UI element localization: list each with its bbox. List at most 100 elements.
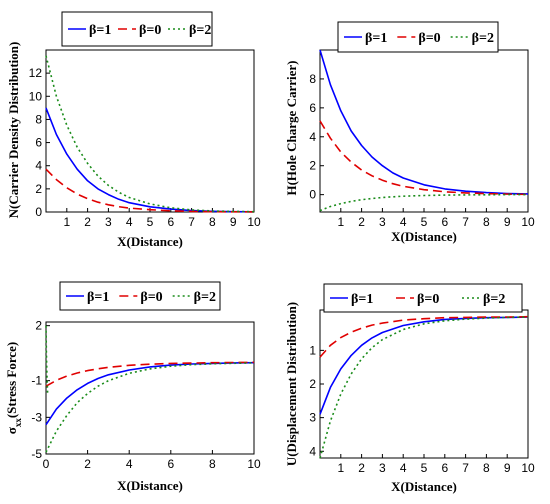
x-tick-label: 0 [43,457,50,471]
series-line [45,107,255,213]
y-tick-label: 2 [35,182,42,196]
y-tick-label: 8 [309,72,316,86]
legend-label: β=0 [417,292,439,307]
series-line [319,193,528,212]
y-axis-label: H(Hole Charge Carrier) [284,60,299,195]
x-axis-label: X(Distance) [391,229,457,244]
legend-label: β=1 [87,290,109,305]
legend-label: β=0 [418,31,440,46]
series-line [45,361,255,387]
x-tick-label: 8 [209,457,216,471]
x-tick-label: 6 [167,215,174,229]
legend-label: β=2 [189,23,211,38]
plot-frame [45,321,255,455]
y-tick-label: 12 [29,66,43,80]
y-tick-label: 4 [309,130,316,144]
x-tick-label: 4 [400,215,407,229]
x-tick-label: 1 [63,215,70,229]
x-axis-label: X(Distance) [117,478,183,493]
y-tick-label: 4 [309,444,316,458]
legend-label: β=0 [140,290,162,305]
legend-box [323,283,523,313]
y-tick-label: -5 [31,447,42,461]
x-tick-label: 6 [167,457,174,471]
legend-label: β=2 [194,290,216,305]
series-line [45,55,255,213]
series-line [319,316,529,415]
y-tick-label: 1 [309,343,316,357]
y-tick-label: 4 [35,159,42,173]
legend-label: β=2 [472,31,494,46]
x-tick-label: 2 [84,215,91,229]
x-tick-label: 5 [147,215,154,229]
x-tick-label: 3 [105,215,112,229]
x-tick-label: 8 [483,461,490,475]
y-tick-label: 6 [35,136,42,150]
y-tick-label: 10 [29,89,43,103]
x-tick-label: 9 [504,215,511,229]
y-axis-label-text: (Stress Force) [4,342,19,418]
y-tick-label: 8 [35,112,42,126]
legend: β=1 β=0 β=2 [61,11,213,47]
series-line [319,316,529,459]
legend: β=1 β=0 β=2 [323,283,523,313]
x-tick-label: 8 [483,215,490,229]
legend-box [61,11,213,47]
x-tick-label: 1 [337,215,344,229]
x-tick-label: 4 [126,457,133,471]
y-axis-label: σxx(Stress Force) [4,342,23,435]
legend-label: β=1 [89,23,111,38]
x-tick-label: 4 [400,461,407,475]
y-tick-label: 2 [309,159,316,173]
legend-label: β=0 [139,23,161,38]
legend-box [337,21,499,53]
y-tick-label: 0 [309,188,316,202]
x-tick-label: 3 [379,215,386,229]
x-tick-label: 8 [209,215,216,229]
x-tick-label: 5 [421,461,428,475]
x-tick-label: 10 [521,461,535,475]
x-tick-label: 2 [358,215,365,229]
plot-frame [45,49,255,213]
x-tick-label: 6 [441,461,448,475]
series-line [45,325,49,396]
x-tick-label: 3 [379,461,386,475]
x-tick-label: 7 [462,215,469,229]
series-line [319,49,529,195]
x-tick-label: 2 [84,457,91,471]
y-axis-label-subscript: xx [13,418,23,428]
series-line [45,362,255,453]
y-tick-label: -3 [31,410,42,424]
legend: β=1 β=0 β=2 [337,21,499,53]
x-tick-label: 7 [188,215,195,229]
x-tick-label: 10 [247,457,261,471]
series-line [319,120,529,196]
y-tick-label: 0 [35,205,42,219]
series-line [319,315,529,358]
legend-label: β=1 [365,31,387,46]
y-tick-label: 2 [35,319,42,333]
x-tick-label: 1 [337,461,344,475]
x-tick-label: 9 [230,215,237,229]
chart-panel-3: 2 -1 -3 -50 2 4 6 8 10 X(Distance) σxx(Stress Forc… [4,281,261,493]
x-tick-label: 6 [441,215,448,229]
legend: β=1 β=0 β=2 [59,281,221,311]
plot-frame [319,309,529,459]
y-tick-label: -1 [31,374,42,388]
x-tick-label: 2 [358,461,365,475]
x-tick-label: 7 [462,461,469,475]
x-tick-label: 4 [126,215,133,229]
series-line [45,168,255,213]
x-tick-label: 9 [504,461,511,475]
series-line [45,361,255,426]
legend-box [59,281,221,311]
y-tick-label: 2 [309,377,316,391]
x-tick-label: 10 [521,215,535,229]
y-tick-label: 3 [309,411,316,425]
y-axis-label: N(Carrier Density Distribution) [6,42,21,219]
y-axis-label-symbol: σ [4,427,19,434]
y-axis-label: U(Displacement Distribution) [284,302,299,466]
